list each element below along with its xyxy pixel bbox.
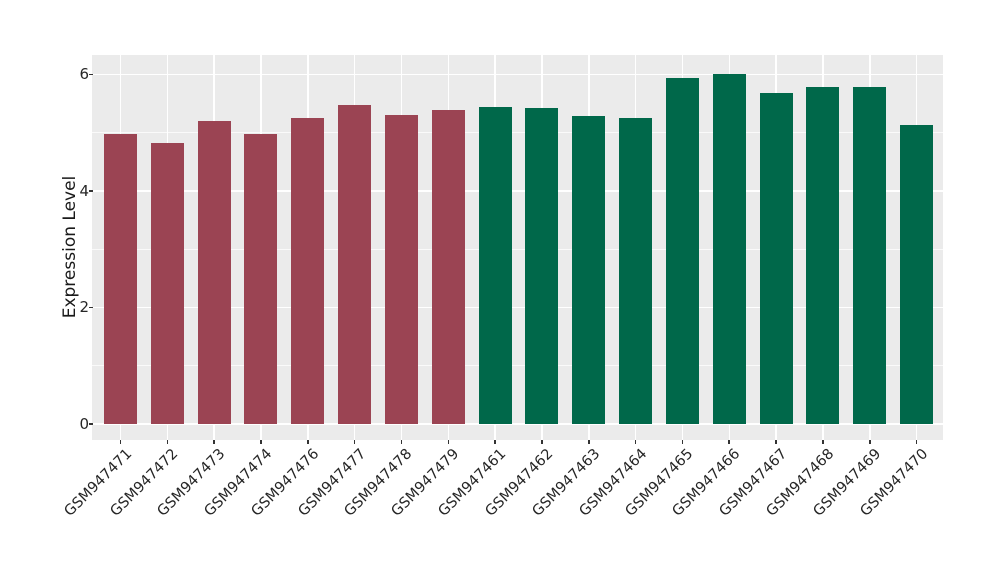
x-tick-mark-GSM947472 (166, 440, 169, 444)
gridline-minor-y-1 (92, 365, 943, 367)
gridline-major-y-4 (92, 190, 943, 192)
bar-GSM947468 (806, 86, 840, 424)
plot-panel (92, 55, 943, 440)
bar-GSM947476 (291, 118, 325, 424)
gridline-minor-y-5 (92, 132, 943, 134)
bar-GSM947461 (478, 107, 512, 424)
gridline-major-y-0 (92, 423, 943, 425)
x-tick-mark-GSM947464 (634, 440, 637, 444)
x-tick-mark-GSM947461 (494, 440, 496, 444)
x-tick-mark-GSM947477 (353, 440, 356, 444)
gridline-major-y-2 (92, 306, 943, 309)
gridline-minor-y-3 (92, 248, 943, 250)
y-tick-mark-4 (89, 190, 93, 192)
bar-GSM947464 (619, 117, 653, 424)
bar-GSM947469 (853, 87, 887, 424)
bar-GSM947473 (197, 120, 231, 424)
bar-GSM947478 (384, 114, 418, 424)
y-tick-label-4: 4 (79, 181, 89, 200)
bar-GSM947466 (712, 73, 746, 424)
x-tick-mark-GSM947467 (775, 440, 777, 444)
y-tick-mark-2 (89, 306, 93, 309)
y-tick-label-0: 0 (79, 414, 89, 433)
x-tick-mark-GSM947466 (728, 440, 731, 444)
x-tick-mark-GSM947478 (400, 440, 403, 444)
x-tick-mark-GSM947474 (260, 440, 262, 444)
x-tick-mark-GSM947468 (822, 440, 824, 444)
bar-GSM947462 (525, 107, 559, 424)
x-tick-mark-GSM947469 (868, 440, 871, 444)
y-tick-mark-6 (89, 73, 93, 76)
bar-GSM947470 (900, 125, 934, 424)
y-tick-mark-0 (89, 423, 93, 425)
bar-GSM947467 (759, 93, 793, 424)
x-tick-mark-GSM947465 (681, 440, 684, 444)
bar-GSM947472 (150, 142, 184, 424)
x-tick-mark-GSM947471 (119, 440, 122, 444)
bar-GSM947479 (431, 110, 465, 424)
bar-GSM947465 (665, 77, 699, 424)
y-tick-label-2: 2 (79, 298, 89, 316)
x-tick-mark-GSM947463 (588, 440, 590, 444)
x-tick-mark-GSM947479 (447, 440, 450, 444)
x-tick-mark-GSM947476 (307, 440, 309, 444)
bar-GSM947477 (338, 105, 372, 424)
x-tick-mark-GSM947470 (915, 440, 918, 444)
gridline-major-y-6 (92, 73, 943, 76)
x-tick-mark-GSM947473 (213, 440, 215, 444)
y-tick-label-6: 6 (79, 65, 89, 83)
bar-GSM947474 (244, 133, 278, 424)
bar-GSM947471 (104, 133, 137, 424)
x-tick-mark-GSM947462 (541, 440, 543, 444)
bar-GSM947463 (572, 116, 606, 424)
